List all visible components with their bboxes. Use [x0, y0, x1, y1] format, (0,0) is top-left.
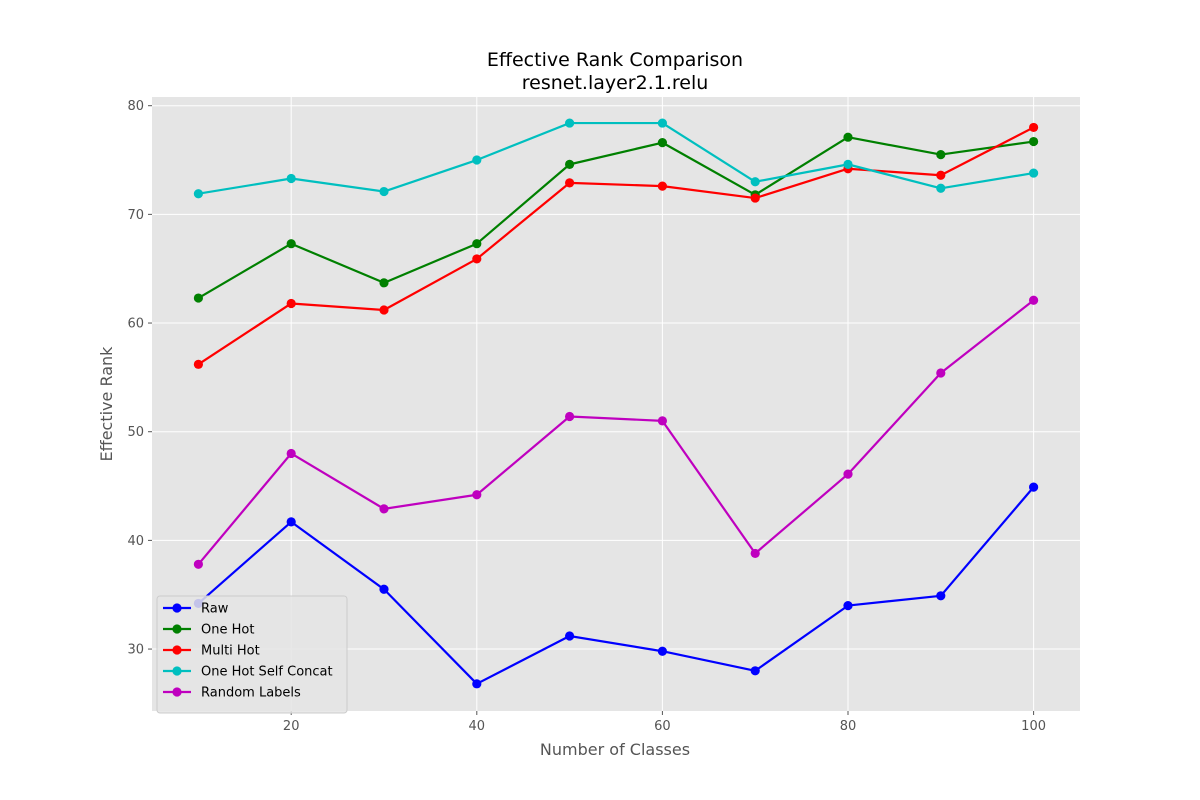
legend-entry-one-hot: One Hot [163, 623, 254, 638]
data-point-one-hot-self-concat [472, 155, 482, 165]
data-point-multi-hot [1029, 122, 1039, 133]
data-point-one-hot-self-concat [1029, 168, 1039, 178]
legend-swatch-marker [172, 603, 182, 613]
series-line-one-hot-self-concat [198, 121, 1034, 195]
legend-entry-raw: Raw [163, 602, 229, 617]
legend-label: Raw [201, 602, 229, 617]
data-point-random-labels [472, 490, 482, 500]
y-tick-label: 50 [127, 425, 144, 440]
data-point-multi-hot [750, 193, 760, 203]
data-point-one-hot [936, 149, 946, 160]
data-point-one-hot [379, 278, 389, 288]
data-point-raw [379, 584, 389, 594]
y-tick-label: 80 [127, 99, 144, 114]
data-point-random-labels [379, 504, 389, 514]
data-point-one-hot-self-concat [379, 186, 389, 197]
data-point-one-hot-self-concat [936, 183, 946, 193]
data-point-one-hot-self-concat [565, 118, 575, 128]
data-point-one-hot-self-concat [843, 159, 853, 169]
series-line-one-hot [197, 136, 1034, 299]
data-point-random-labels [843, 469, 853, 479]
data-point-one-hot-self-concat [193, 189, 203, 199]
data-point-raw [843, 600, 853, 611]
series-random-labels [193, 295, 1039, 569]
series-line-random-labels [197, 299, 1035, 565]
legend-swatch-marker [172, 645, 182, 655]
data-point-multi-hot [286, 298, 296, 309]
data-point-one-hot [565, 159, 575, 169]
data-point-raw [286, 517, 296, 527]
legend-entry-random-labels: Random Labels [163, 686, 301, 701]
data-point-random-labels [565, 411, 575, 422]
series-line-raw [197, 486, 1035, 685]
data-point-multi-hot [657, 181, 668, 191]
data-point-one-hot [1029, 136, 1039, 147]
axis-ticks: 20 40 60 80 100 30 40 50 60 70 80 [127, 99, 1046, 734]
data-point-raw [657, 646, 668, 656]
legend-swatch-marker [172, 687, 182, 697]
legend-box [156, 595, 348, 714]
y-tick-label: 30 [127, 643, 144, 658]
data-point-multi-hot [565, 178, 575, 188]
legend-swatch-marker [172, 624, 182, 634]
data-point-multi-hot [472, 254, 482, 264]
grid [152, 97, 1080, 711]
data-point-one-hot [472, 239, 482, 249]
series-group [193, 118, 1039, 689]
data-point-one-hot [843, 132, 853, 142]
data-point-raw [472, 679, 482, 689]
series-one-hot [193, 132, 1039, 303]
x-tick-label: 40 [469, 719, 486, 734]
data-point-one-hot-self-concat [657, 118, 668, 128]
data-point-multi-hot [193, 359, 203, 369]
series-line-multi-hot [197, 126, 1035, 366]
x-tick-label: 80 [840, 719, 857, 734]
data-point-multi-hot [936, 170, 946, 180]
legend-entry-one-hot-self-concat: One Hot Self Concat [163, 665, 333, 680]
data-point-raw [565, 631, 575, 641]
chart-title: Effective Rank Comparison [487, 49, 743, 71]
chart-subtitle: resnet.layer2.1.relu [522, 72, 709, 94]
legend-label: One Hot Self Concat [201, 665, 333, 680]
legend-entry-multi-hot: Multi Hot [163, 644, 260, 659]
x-tick-label: 100 [1021, 719, 1046, 734]
data-point-multi-hot [379, 305, 389, 315]
legend-label: Random Labels [201, 686, 301, 701]
data-point-random-labels [1029, 295, 1039, 305]
legend-label: One Hot [201, 623, 254, 638]
series-one-hot-self-concat [193, 118, 1039, 199]
data-point-one-hot-self-concat [750, 177, 760, 187]
x-axis-label: Number of Classes [540, 740, 690, 759]
data-point-raw [750, 666, 760, 676]
legend-swatch-marker [172, 666, 182, 676]
data-point-random-labels [750, 548, 760, 559]
data-point-random-labels [936, 368, 946, 378]
data-point-random-labels [193, 559, 203, 569]
data-point-raw [1029, 482, 1039, 492]
x-tick-label: 20 [283, 719, 300, 734]
data-point-random-labels [286, 448, 296, 459]
data-point-one-hot [193, 293, 203, 303]
legend: Raw One Hot Multi Hot One Hot Self Concat Ra… [156, 595, 348, 714]
data-point-raw [936, 591, 946, 601]
y-tick-label: 70 [127, 208, 144, 223]
y-tick-label: 40 [127, 534, 144, 549]
data-point-random-labels [657, 416, 668, 426]
data-point-one-hot-self-concat [286, 173, 296, 184]
y-tick-label: 60 [127, 317, 144, 332]
x-tick-label: 60 [654, 719, 671, 734]
legend-label: Multi Hot [201, 644, 260, 659]
y-axis-label: Effective Rank [97, 346, 116, 462]
data-point-one-hot [657, 138, 668, 148]
data-point-one-hot [286, 239, 296, 249]
